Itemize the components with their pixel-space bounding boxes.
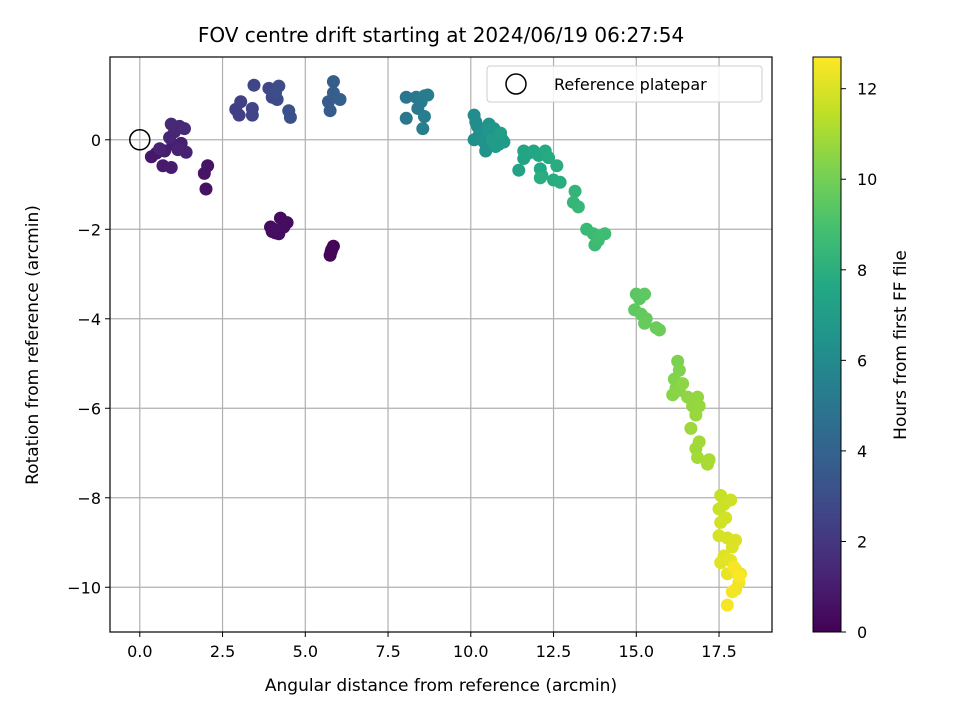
y-tick-label: −10 [67,578,101,597]
y-tick-label: −4 [77,310,101,329]
data-point [729,533,743,547]
colorbar-ticks: 0 2 4 6 8 10 12 [841,80,877,642]
x-tick-label: 2.5 [210,642,235,661]
data-point [199,182,213,196]
data-point [652,323,666,337]
data-point [416,122,430,136]
data-point [691,450,705,464]
data-point [720,598,734,612]
x-tick-label: 0.0 [127,642,152,661]
data-point [591,233,605,247]
data-point [725,585,739,599]
x-axis-label: Angular distance from reference (arcmin) [265,676,617,696]
data-point [638,287,652,301]
data-point [245,101,259,115]
data-point [689,408,703,422]
data-point [568,184,582,198]
colorbar-tick-label: 2 [857,532,867,551]
x-tick-label: 17.5 [701,642,737,661]
scatter-points [144,75,748,612]
x-axis-ticks: 0.0 2.5 5.0 7.5 10.0 12.5 15.0 17.5 [127,632,737,661]
plot-frame [109,56,773,633]
data-point [684,421,698,435]
y-tick-label: −2 [77,220,101,239]
colorbar-tick-label: 6 [857,351,867,370]
data-point [550,159,564,173]
data-point [283,110,297,124]
data-point [421,88,435,102]
data-point [676,377,690,391]
data-point [269,86,282,100]
y-axis-label: Rotation from reference (arcmin) [23,205,43,485]
y-tick-label: −8 [77,489,101,508]
data-point [724,493,738,507]
data-point [201,159,215,173]
y-tick-label: 0 [91,131,101,150]
legend: Reference platepar [486,65,763,103]
chart-title: FOV centre drift starting at 2024/06/19 … [198,23,684,47]
data-point [267,222,281,236]
data-point [232,108,246,122]
data-point [280,216,294,230]
data-point [399,111,413,125]
data-point [692,435,706,449]
y-axis-ticks: −10 −8 −6 −4 −2 0 [67,131,110,597]
reference-platepar-marker [129,129,151,151]
legend-box [486,65,763,103]
data-point [512,163,526,177]
colorbar-tick-label: 0 [857,623,867,642]
data-point [399,90,413,104]
data-point [494,126,508,140]
data-point [719,511,733,525]
data-point [417,110,431,124]
data-point [700,457,714,471]
grid [110,57,772,632]
data-point [325,242,339,256]
data-point [164,161,178,175]
colorbar-tick-label: 8 [857,261,867,280]
x-tick-label: 15.0 [618,642,654,661]
x-tick-label: 7.5 [375,642,400,661]
x-tick-label: 10.0 [453,642,489,661]
data-point [533,171,547,185]
data-point [714,556,728,570]
legend-label-reference: Reference platepar [554,75,707,94]
data-point [479,144,493,158]
y-tick-label: −6 [77,399,101,418]
data-point [638,316,652,330]
data-point [153,142,167,156]
x-tick-label: 5.0 [293,642,318,661]
x-tick-label: 12.5 [536,642,572,661]
data-point [333,93,347,107]
data-point [553,175,567,189]
data-point [234,95,248,109]
colorbar [812,56,842,633]
data-point [323,104,337,118]
data-point [326,75,340,89]
data-point [542,151,556,165]
data-point [247,78,261,92]
data-point [571,200,585,214]
colorbar-label: Hours from first FF file [891,250,911,440]
data-point [732,569,746,583]
colorbar-tick-label: 10 [857,170,877,189]
data-point [177,122,191,136]
colorbar-tick-label: 4 [857,442,867,461]
data-point [171,143,185,157]
data-point [164,117,178,131]
legend-marker-reference [505,73,527,95]
colorbar-tick-label: 12 [857,80,877,99]
